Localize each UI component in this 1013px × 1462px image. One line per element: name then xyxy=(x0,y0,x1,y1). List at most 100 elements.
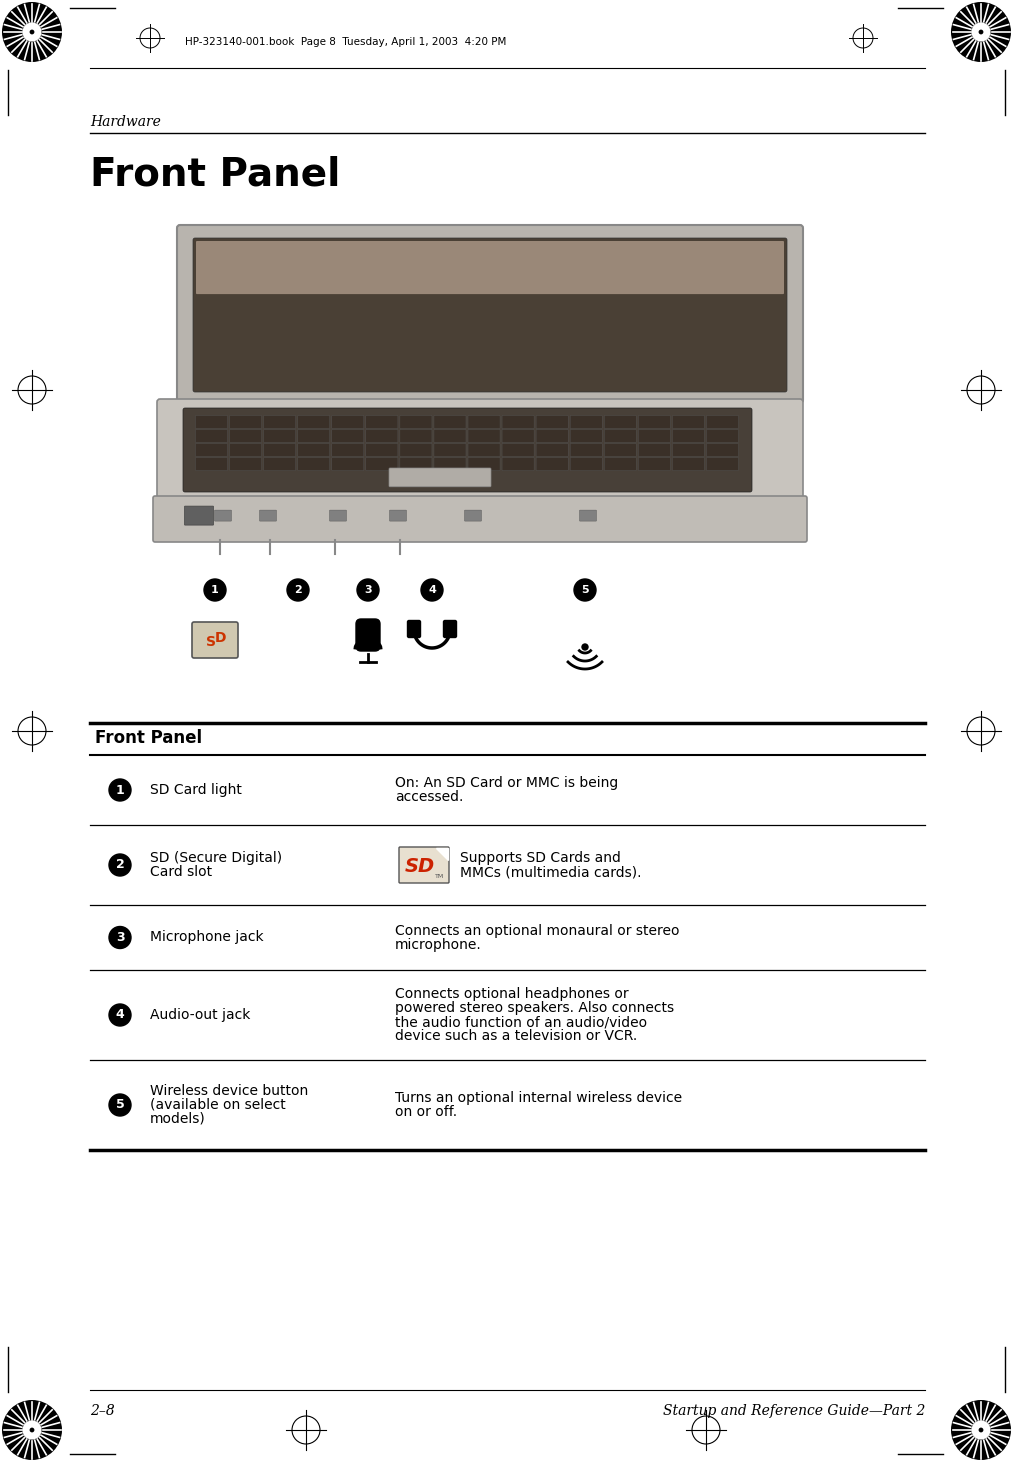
Circle shape xyxy=(971,22,991,41)
Circle shape xyxy=(2,1,62,61)
FancyBboxPatch shape xyxy=(434,430,466,443)
Circle shape xyxy=(951,1401,1011,1461)
FancyBboxPatch shape xyxy=(399,846,449,883)
Circle shape xyxy=(979,29,984,35)
FancyBboxPatch shape xyxy=(570,430,603,443)
Text: Front Panel: Front Panel xyxy=(95,730,203,747)
FancyBboxPatch shape xyxy=(604,443,636,456)
FancyBboxPatch shape xyxy=(706,430,738,443)
FancyBboxPatch shape xyxy=(263,443,296,456)
Circle shape xyxy=(109,779,131,801)
Text: 5: 5 xyxy=(581,585,589,595)
Circle shape xyxy=(109,854,131,876)
FancyBboxPatch shape xyxy=(502,443,534,456)
FancyBboxPatch shape xyxy=(468,415,500,428)
Text: microphone.: microphone. xyxy=(395,937,482,952)
Text: Startup and Reference Guide—Part 2: Startup and Reference Guide—Part 2 xyxy=(663,1404,925,1418)
FancyBboxPatch shape xyxy=(638,443,671,456)
Text: on or off.: on or off. xyxy=(395,1105,457,1118)
FancyBboxPatch shape xyxy=(389,468,491,487)
Circle shape xyxy=(421,579,443,601)
Text: TM: TM xyxy=(435,874,444,880)
FancyBboxPatch shape xyxy=(434,443,466,456)
FancyBboxPatch shape xyxy=(196,458,228,471)
Circle shape xyxy=(29,1427,34,1433)
Text: 1: 1 xyxy=(211,585,219,595)
FancyBboxPatch shape xyxy=(673,443,704,456)
FancyBboxPatch shape xyxy=(536,458,568,471)
FancyBboxPatch shape xyxy=(407,620,420,637)
FancyBboxPatch shape xyxy=(366,430,398,443)
FancyBboxPatch shape xyxy=(356,618,380,651)
Circle shape xyxy=(22,1421,42,1440)
FancyBboxPatch shape xyxy=(434,458,466,471)
Circle shape xyxy=(204,579,226,601)
FancyBboxPatch shape xyxy=(298,415,330,428)
FancyBboxPatch shape xyxy=(230,430,261,443)
FancyBboxPatch shape xyxy=(400,415,432,428)
FancyBboxPatch shape xyxy=(604,430,636,443)
FancyBboxPatch shape xyxy=(184,506,214,525)
FancyBboxPatch shape xyxy=(331,430,364,443)
Circle shape xyxy=(951,1,1011,61)
Text: models): models) xyxy=(150,1113,206,1126)
FancyBboxPatch shape xyxy=(502,415,534,428)
FancyBboxPatch shape xyxy=(468,430,500,443)
Circle shape xyxy=(109,1094,131,1116)
Text: 1: 1 xyxy=(115,784,125,797)
Circle shape xyxy=(979,1427,984,1433)
Circle shape xyxy=(574,579,596,601)
FancyBboxPatch shape xyxy=(196,415,228,428)
FancyBboxPatch shape xyxy=(673,415,704,428)
Text: accessed.: accessed. xyxy=(395,789,463,804)
FancyBboxPatch shape xyxy=(638,415,671,428)
FancyBboxPatch shape xyxy=(298,458,330,471)
Text: Connects an optional monaural or stereo: Connects an optional monaural or stereo xyxy=(395,924,680,937)
Text: Front Panel: Front Panel xyxy=(90,155,340,193)
Text: 4: 4 xyxy=(428,585,436,595)
Text: the audio function of an audio/video: the audio function of an audio/video xyxy=(395,1015,647,1029)
Circle shape xyxy=(357,579,379,601)
Text: Turns an optional internal wireless device: Turns an optional internal wireless devi… xyxy=(395,1091,682,1105)
FancyBboxPatch shape xyxy=(329,510,346,520)
Text: On: An SD Card or MMC is being: On: An SD Card or MMC is being xyxy=(395,776,618,789)
FancyBboxPatch shape xyxy=(570,443,603,456)
FancyBboxPatch shape xyxy=(706,415,738,428)
Text: HP-323140-001.book  Page 8  Tuesday, April 1, 2003  4:20 PM: HP-323140-001.book Page 8 Tuesday, April… xyxy=(185,37,506,47)
Text: 5: 5 xyxy=(115,1098,125,1111)
FancyBboxPatch shape xyxy=(390,510,406,520)
Text: 3: 3 xyxy=(115,931,125,944)
FancyBboxPatch shape xyxy=(638,458,671,471)
Text: D: D xyxy=(215,632,226,645)
FancyBboxPatch shape xyxy=(579,510,597,520)
FancyBboxPatch shape xyxy=(468,443,500,456)
FancyBboxPatch shape xyxy=(400,443,432,456)
Circle shape xyxy=(22,22,42,41)
Text: device such as a television or VCR.: device such as a television or VCR. xyxy=(395,1029,637,1042)
FancyBboxPatch shape xyxy=(153,496,807,542)
FancyBboxPatch shape xyxy=(502,458,534,471)
FancyBboxPatch shape xyxy=(331,443,364,456)
FancyBboxPatch shape xyxy=(226,624,234,632)
FancyBboxPatch shape xyxy=(196,241,784,294)
Circle shape xyxy=(582,643,588,651)
FancyBboxPatch shape xyxy=(502,430,534,443)
FancyBboxPatch shape xyxy=(570,415,603,428)
Text: Connects optional headphones or: Connects optional headphones or xyxy=(395,987,629,1001)
Text: Audio-out jack: Audio-out jack xyxy=(150,1007,250,1022)
FancyBboxPatch shape xyxy=(263,430,296,443)
FancyBboxPatch shape xyxy=(230,415,261,428)
Polygon shape xyxy=(436,848,448,860)
FancyBboxPatch shape xyxy=(536,443,568,456)
FancyBboxPatch shape xyxy=(366,458,398,471)
Text: 4: 4 xyxy=(115,1009,125,1022)
FancyBboxPatch shape xyxy=(192,621,238,658)
FancyBboxPatch shape xyxy=(331,458,364,471)
FancyBboxPatch shape xyxy=(177,225,803,404)
FancyBboxPatch shape xyxy=(444,620,457,637)
FancyBboxPatch shape xyxy=(263,415,296,428)
FancyBboxPatch shape xyxy=(536,430,568,443)
Circle shape xyxy=(287,579,309,601)
Text: Microphone jack: Microphone jack xyxy=(150,930,263,944)
Circle shape xyxy=(971,1421,991,1440)
